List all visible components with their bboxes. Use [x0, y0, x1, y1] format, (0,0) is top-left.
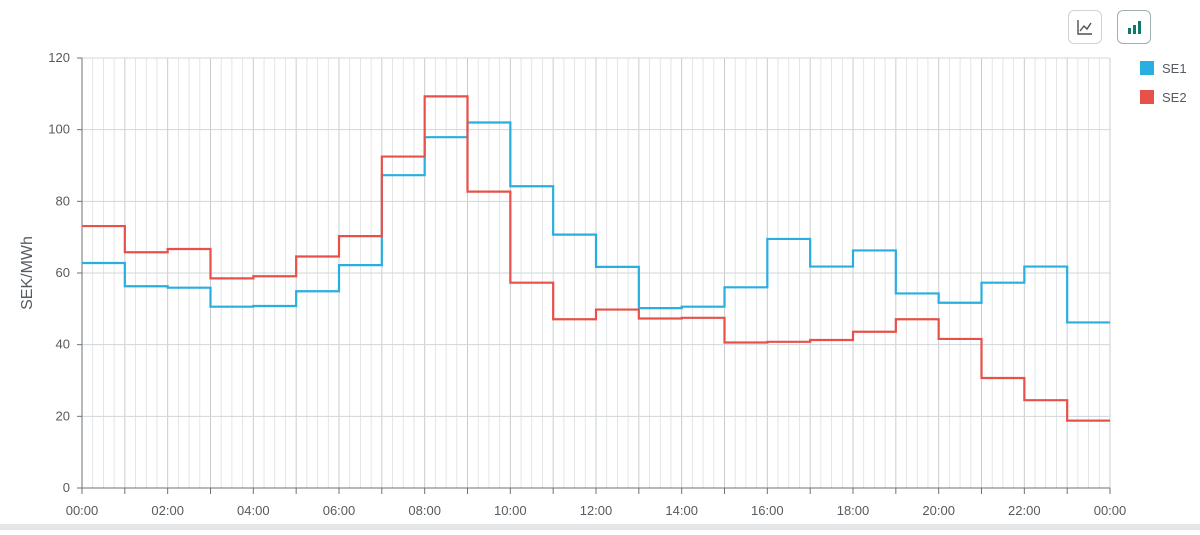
y-tick-label: 40: [56, 337, 70, 352]
y-tick-label: 120: [48, 50, 70, 65]
bar-view-button[interactable]: [1117, 10, 1151, 44]
bottom-scroll-strip: [0, 524, 1200, 530]
y-axis-title: SEK/MWh: [19, 236, 36, 310]
x-tick-label: 02:00: [151, 503, 184, 518]
x-tick-label: 14:00: [665, 503, 698, 518]
chart-legend: SE1 SE2: [1140, 60, 1187, 118]
legend-swatch-se2: [1140, 90, 1154, 104]
legend-item-se2[interactable]: SE2: [1140, 89, 1187, 105]
y-tick-label: 100: [48, 122, 70, 137]
x-tick-label: 22:00: [1008, 503, 1041, 518]
legend-item-se1[interactable]: SE1: [1140, 60, 1187, 76]
line-view-button[interactable]: [1068, 10, 1102, 44]
x-tick-label: 08:00: [408, 503, 441, 518]
x-tick-label: 18:00: [837, 503, 870, 518]
series-line-se1: [82, 121, 1110, 324]
x-tick-label: 10:00: [494, 503, 527, 518]
line-chart-icon: [1077, 20, 1092, 35]
y-tick-label: 80: [56, 193, 70, 208]
legend-label-se2: SE2: [1162, 89, 1187, 105]
x-tick-label: 16:00: [751, 503, 784, 518]
series-line-se2: [82, 95, 1110, 422]
legend-label-se1: SE1: [1162, 60, 1187, 76]
x-tick-label: 12:00: [580, 503, 613, 518]
bar-chart-icon: [1128, 21, 1141, 34]
x-tick-label: 04:00: [237, 503, 270, 518]
y-tick-label: 20: [56, 408, 70, 423]
y-tick-label: 60: [56, 265, 70, 280]
y-tick-label: 0: [63, 480, 70, 495]
x-tick-label: 00:00: [66, 503, 99, 518]
x-tick-label: 06:00: [323, 503, 356, 518]
legend-swatch-se1: [1140, 61, 1154, 75]
x-tick-label: 00:00: [1094, 503, 1127, 518]
x-tick-label: 20:00: [922, 503, 955, 518]
